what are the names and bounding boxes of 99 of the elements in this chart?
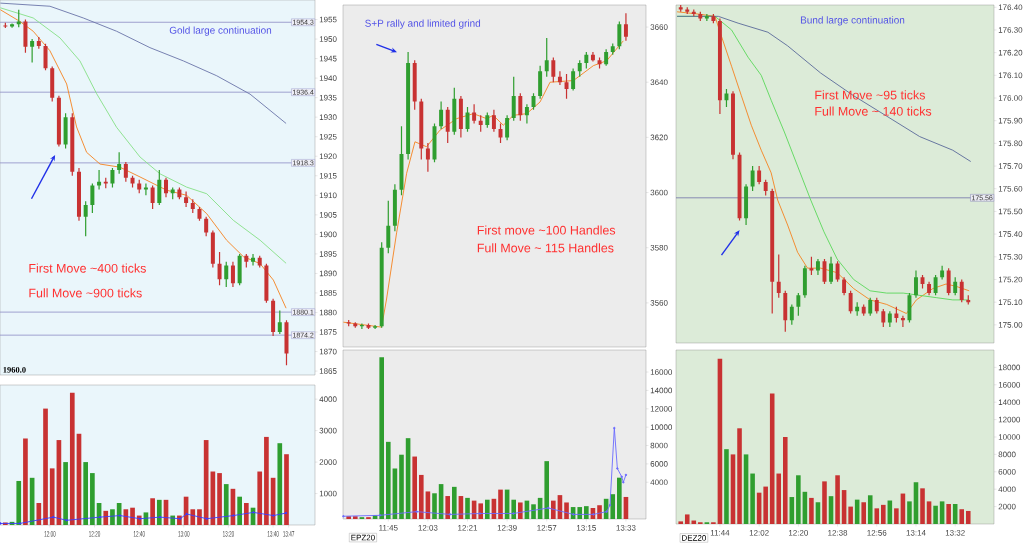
text: S+P rally and limited grind (365, 19, 481, 29)
candlestick (184, 191, 189, 208)
bar (485, 499, 490, 519)
bar (564, 502, 569, 519)
candlestick (524, 104, 529, 124)
annotation: Full Move ~ 115 Handles (477, 243, 614, 253)
bar (83, 462, 89, 525)
bar (69, 392, 75, 525)
text: Bund large continuation (800, 16, 905, 26)
bar (445, 496, 451, 519)
bar (724, 449, 729, 524)
bar (531, 504, 536, 519)
bar (498, 489, 503, 519)
bar (737, 428, 742, 524)
candlestick (3, 22, 8, 29)
bar (763, 486, 768, 524)
bar (123, 509, 129, 525)
candlestick (623, 13, 628, 41)
bar (678, 521, 683, 524)
candlestick (251, 253, 256, 266)
bar (203, 440, 209, 525)
bar (965, 510, 971, 524)
candlestick (373, 324, 378, 330)
bar (551, 500, 556, 519)
bar (946, 503, 951, 524)
bar (217, 473, 222, 525)
line-series (342, 40, 624, 328)
bar (284, 454, 289, 525)
annotation: First Move ~95 ticks (815, 90, 925, 100)
bar (907, 501, 912, 524)
candlestick (590, 51, 595, 62)
annotation: Full Move ~ 140 ticks (815, 106, 932, 116)
candlestick (10, 23, 15, 28)
bar (243, 502, 249, 525)
bar (465, 497, 470, 519)
bar (49, 468, 55, 525)
bar (130, 507, 135, 525)
bar (451, 486, 457, 519)
bar (16, 480, 22, 525)
bar (959, 509, 965, 524)
bar (796, 475, 801, 524)
bar (782, 437, 788, 524)
bar (36, 502, 42, 525)
bar (264, 436, 269, 525)
candlestick (900, 315, 905, 328)
bar (933, 505, 938, 524)
bar (518, 502, 523, 519)
bar (197, 509, 202, 525)
annotation: First move ~100 Handles (477, 225, 616, 235)
bar (920, 488, 925, 524)
candlestick (97, 169, 102, 190)
bar (379, 357, 384, 519)
bar (867, 495, 873, 524)
bar (277, 443, 283, 525)
bar (610, 494, 616, 519)
bar (432, 493, 437, 519)
bar (577, 507, 583, 519)
bar (412, 456, 417, 519)
bar (874, 508, 880, 524)
bar (150, 498, 155, 525)
bar (776, 473, 782, 524)
bar (237, 496, 242, 525)
bar (617, 477, 622, 519)
bar (43, 408, 48, 525)
bar (835, 475, 840, 524)
annotation: Full Move ~900 ticks (29, 288, 142, 298)
bar (418, 474, 424, 519)
bar (822, 481, 827, 524)
bar (90, 473, 95, 525)
bar (156, 499, 162, 525)
line-series (0, 7, 287, 264)
line-series (676, 15, 972, 162)
bar (848, 506, 853, 524)
bar (399, 454, 404, 519)
bar (257, 471, 263, 525)
line-series (0, 9, 287, 309)
bar (23, 438, 28, 525)
text: Gold large continuation (169, 26, 272, 36)
bar (544, 461, 550, 519)
bar (881, 504, 886, 524)
bar (809, 497, 814, 524)
candlestick (143, 183, 148, 196)
bar (385, 441, 391, 519)
bar (584, 506, 589, 519)
bar (190, 509, 196, 525)
bar (63, 462, 68, 525)
bar (894, 508, 899, 524)
bar (597, 505, 602, 519)
bar (861, 502, 866, 524)
bar (223, 484, 229, 525)
candlestick (346, 319, 351, 327)
candlestick (815, 259, 820, 275)
annotation: 1960.0 (3, 366, 26, 373)
bar (750, 473, 755, 524)
annotation: First Move ~400 ticks (29, 263, 146, 273)
line-series (0, 2, 287, 124)
candlestick (678, 5, 683, 12)
candlestick (704, 14, 709, 21)
candlestick (557, 71, 562, 85)
